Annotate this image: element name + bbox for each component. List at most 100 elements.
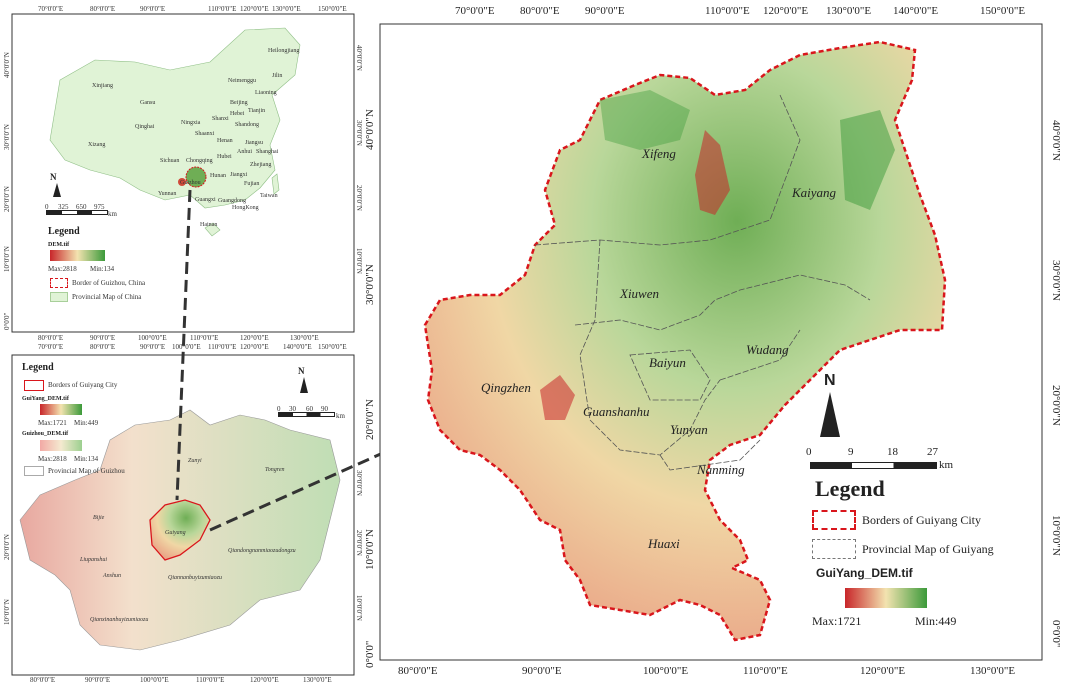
province-label: Hebei [230,111,245,117]
province-label: Sichuan [160,158,180,164]
guizhou-left-tick: 20°0'0"N [3,534,11,560]
guizhou-scale-tick: 30 [289,405,296,413]
guizhou-top-tick: 90°0'0"E [140,343,166,351]
connector-china-guizhou [175,189,192,501]
forest-kaiyang [840,110,895,210]
guizhou-gy-colorbar [40,404,82,415]
china-left-tick: 0°0'0" [3,312,11,330]
china-right-tick: 30°0'0"N [355,120,363,146]
province-label: Guangdong [218,198,246,204]
forest-xifeng [600,90,690,150]
china-dem-colorbar [50,250,105,261]
hainan-island [204,222,221,237]
guizhou-gz-colorbar [40,440,82,451]
guizhou-bottom-tick: 130°0'0"E [303,676,332,684]
guizhou-region-label: Anshun [103,573,121,579]
guizhou-left-tick: 10°0'0"N [3,599,11,625]
guizhou-bottom-tick: 80°0'0"E [30,676,56,684]
guiyang-dem-colorbar [845,588,927,608]
guiyang-bottom-tick: 100°0'0"E [643,665,689,677]
province-label: Jilin [272,73,283,79]
guiyang-bottom-tick: 120°0'0"E [860,665,906,677]
district-label: Xiuwen [620,286,659,301]
guizhou-top-tick: 110°0'0"E [208,343,237,351]
guizhou-top-tick: 80°0'0"E [90,343,116,351]
guizhou-top-tick: 120°0'0"E [240,343,269,351]
province-label: Guizhou [180,180,201,186]
guiyang-scale-tick: 18 [887,446,898,458]
china-scale-tick: 650 [76,203,87,211]
province-label: HongKong [232,205,259,211]
guiyang-scale-unit: km [939,459,954,471]
guiyang-scale-tick: 27 [927,446,938,458]
guizhou-scale-bar [278,412,335,417]
china-left-tick: 20°0'0"N [3,186,11,212]
guizhou-guiyang-highlight [149,499,211,561]
province-label: Hubei [217,154,232,160]
guizhou-region-label: Zunyi [188,458,202,464]
guiyang-scale-bar [810,462,937,469]
guiyang-right-tick: 10°0'0"N [1050,515,1062,556]
china-north-arrow-icon [53,183,61,197]
china-north-label: N [50,172,57,182]
guiyang-right-tick: 0°0'0" [1050,620,1062,648]
district-label: Baiyun [649,355,686,370]
province-label: Yunnan [158,191,177,197]
guizhou-borders-label: Borders of Guiyang City [48,381,118,389]
china-border-label: Border of Guizhou, China [72,279,146,287]
china-scale-tick: 325 [58,203,69,211]
china-bottom-tick: 100°0'0"E [138,334,167,342]
guiyang-bottom-tick: 110°0'0"E [743,665,788,677]
province-label: Taiwan [260,193,278,199]
province-label: Liaoning [255,90,277,96]
guizhou-region-label: Tongren [265,467,285,473]
guiyang-left-tick: 40°0'0"N [364,109,376,150]
guizhou-region-label: Bijie [93,515,105,521]
guizhou-region-label: Qiandongnanmiaozudongzu [228,548,296,554]
guiyang-north-arrow-icon [820,392,840,437]
guizhou-bottom-tick: 100°0'0"E [140,676,169,684]
china-top-tick: 90°0'0"E [140,5,166,13]
guizhou-right-tick: 20°0'0"N [355,530,363,556]
guiyang-right-tick: 40°0'0"N [1050,120,1062,161]
district-label: Huaxi [648,536,680,551]
china-guizhou-highlight [185,166,207,188]
guizhou-scale-unit: km [336,412,345,420]
china-dem-max: Max:2818 [48,265,77,273]
china-bottom-tick: 130°0'0"E [290,334,319,342]
guizhou-borders-swatch [24,380,44,391]
china-provincial-label: Provincial Map of China [72,293,142,301]
province-label: Xizang [88,142,106,148]
guizhou-region-label: Guiyang [165,530,186,536]
province-label: Shanghai [256,149,279,155]
province-label: Jiangsu [245,140,263,146]
guiyang-right-tick: 30°0'0"N [1050,260,1062,301]
guiyang-bottom-tick: 80°0'0"E [398,665,438,677]
guizhou-gy-min: Min:449 [74,419,99,427]
guizhou-gz-min: Min:134 [74,455,99,463]
china-outline [49,27,301,209]
guiyang-top-tick: 110°0'0"E [705,5,750,17]
province-label: Ningxia [181,120,201,126]
guizhou-top-tick: 150°0'0"E [318,343,347,351]
guiyang-left-tick: 0°0'0" [364,640,376,668]
guizhou-bottom-tick: 90°0'0"E [85,676,111,684]
guiyang-top-tick: 80°0'0"E [520,5,560,17]
province-label: Shaanxi [195,131,215,137]
guiyang-bottom-tick: 130°0'0"E [970,665,1016,677]
province-label: Shanxi [212,116,229,122]
guiyang-top-tick: 90°0'0"E [585,5,625,17]
china-top-tick: 150°0'0"E [318,5,347,13]
china-right-tick: 40°0'0"N [355,45,363,71]
province-label: Henan [217,138,233,144]
guiyang-left-tick: 30°0'0"N [364,264,376,305]
guizhou-region-label: Qianxinanbuyizumiaozu [90,617,149,623]
guiyang-provincial-label: Provincial Map of Guiyang [862,542,994,556]
district-label: Guanshanhu [583,404,650,419]
province-label: Tianjin [248,108,266,114]
guiyang-right-tick: 20°0'0"N [1050,385,1062,426]
china-legend-title: Legend [48,226,80,237]
province-label: Shandong [235,122,259,128]
guiyang-left-tick: 20°0'0"N [364,399,376,440]
taiwan-island [271,173,280,195]
